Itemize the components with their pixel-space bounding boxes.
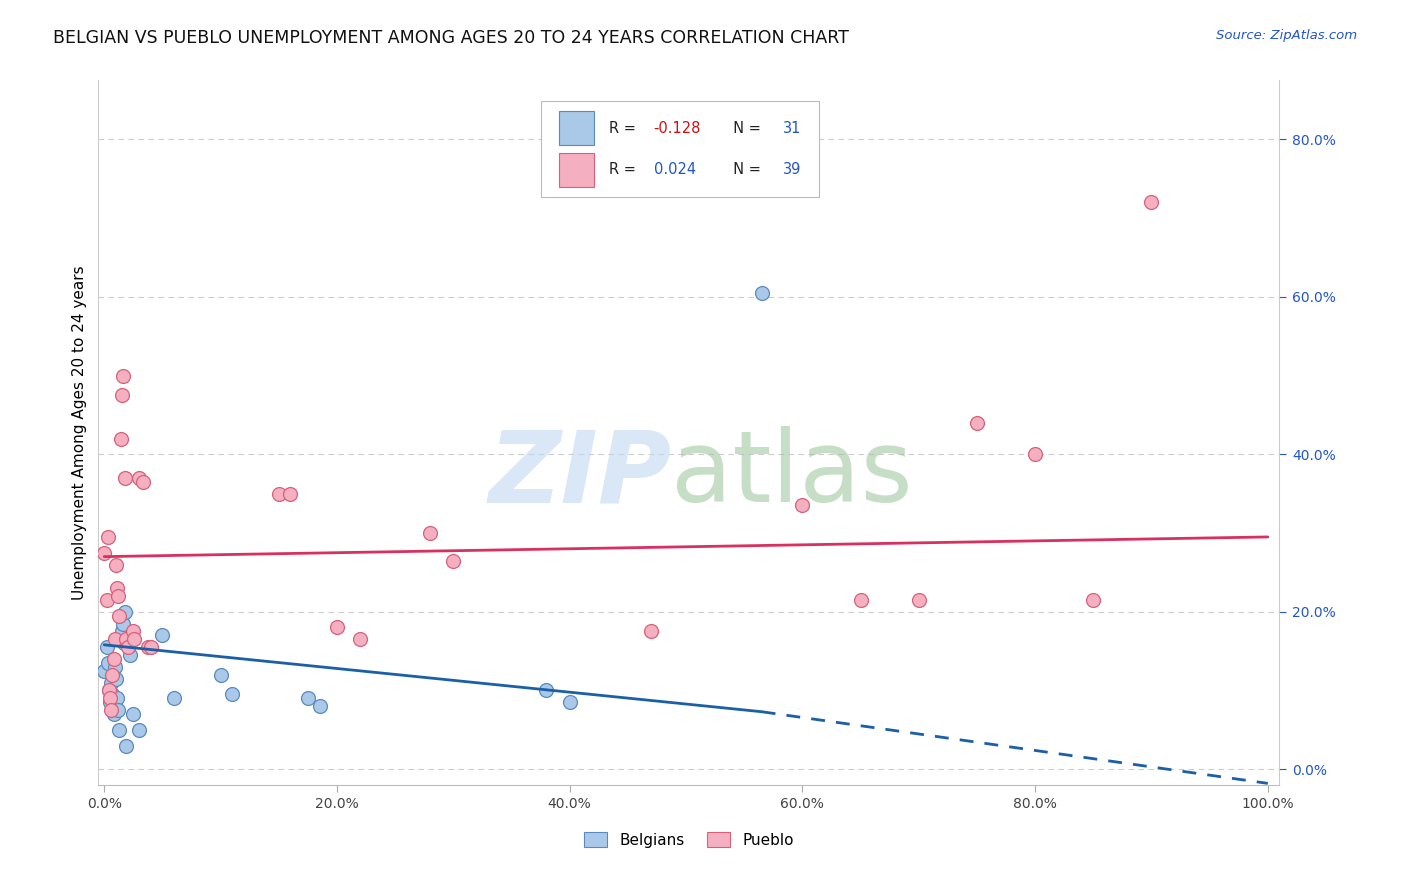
Pueblo xyxy=(105,581,128,595)
Legend: Belgians, Pueblo: Belgians, Pueblo xyxy=(583,832,794,847)
Belgians xyxy=(100,675,122,690)
Pueblo xyxy=(108,608,131,623)
Pueblo xyxy=(114,471,136,485)
Text: -0.128: -0.128 xyxy=(654,120,700,136)
Belgians xyxy=(112,636,135,650)
Text: R =: R = xyxy=(609,162,640,178)
FancyBboxPatch shape xyxy=(541,102,818,196)
Belgians xyxy=(105,691,128,706)
Pueblo xyxy=(111,388,134,402)
Pueblo xyxy=(110,432,132,446)
Pueblo xyxy=(280,486,302,500)
Pueblo xyxy=(100,703,122,717)
Belgians xyxy=(536,683,558,698)
Pueblo xyxy=(97,683,120,698)
Belgians xyxy=(110,632,132,647)
Belgians xyxy=(115,739,138,753)
Pueblo xyxy=(107,589,129,603)
Pueblo xyxy=(1024,447,1046,461)
Belgians xyxy=(751,285,773,300)
Belgians xyxy=(111,624,134,639)
Pueblo xyxy=(103,652,125,666)
Bar xyxy=(560,153,595,186)
Belgians xyxy=(107,703,129,717)
Pueblo xyxy=(96,593,118,607)
Text: BELGIAN VS PUEBLO UNEMPLOYMENT AMONG AGES 20 TO 24 YEARS CORRELATION CHART: BELGIAN VS PUEBLO UNEMPLOYMENT AMONG AGE… xyxy=(53,29,849,46)
Belgians xyxy=(97,656,120,670)
Belgians xyxy=(101,687,124,701)
Belgians xyxy=(104,672,127,686)
Pueblo xyxy=(115,632,138,647)
Text: 39: 39 xyxy=(783,162,801,178)
Pueblo xyxy=(104,632,127,647)
Pueblo xyxy=(139,640,162,655)
Pueblo xyxy=(131,475,153,489)
Pueblo xyxy=(104,558,127,572)
Pueblo xyxy=(640,624,662,639)
Pueblo xyxy=(792,499,814,513)
Pueblo xyxy=(419,526,441,541)
Pueblo xyxy=(907,593,929,607)
Bar xyxy=(560,112,595,145)
Pueblo xyxy=(111,368,134,383)
Belgians xyxy=(297,691,319,706)
Text: N =: N = xyxy=(724,120,766,136)
Pueblo xyxy=(349,632,371,647)
Belgians xyxy=(104,660,127,674)
Pueblo xyxy=(124,632,146,647)
Belgians xyxy=(103,707,125,722)
Pueblo xyxy=(101,667,124,681)
Pueblo xyxy=(267,486,290,500)
Belgians xyxy=(221,687,243,701)
Belgians xyxy=(308,699,330,714)
Belgians xyxy=(98,695,121,709)
Belgians xyxy=(108,723,131,737)
Pueblo xyxy=(98,691,121,706)
Pueblo xyxy=(966,416,988,430)
Belgians xyxy=(152,628,174,642)
Belgians xyxy=(111,616,134,631)
Text: N =: N = xyxy=(724,162,766,178)
Text: 0.024: 0.024 xyxy=(654,162,696,178)
Pueblo xyxy=(441,553,464,567)
Text: Source: ZipAtlas.com: Source: ZipAtlas.com xyxy=(1216,29,1357,42)
Pueblo xyxy=(117,640,139,655)
Belgians xyxy=(122,707,145,722)
Text: 31: 31 xyxy=(783,120,801,136)
Belgians xyxy=(93,664,115,678)
Pueblo xyxy=(1083,593,1105,607)
Belgians xyxy=(209,667,232,681)
Belgians xyxy=(163,691,186,706)
Belgians xyxy=(114,605,136,619)
Pueblo xyxy=(97,530,120,544)
Belgians xyxy=(96,640,118,655)
Pueblo xyxy=(849,593,872,607)
Belgians xyxy=(558,695,581,709)
Pueblo xyxy=(122,624,145,639)
Text: ZIP: ZIP xyxy=(488,426,671,524)
Text: atlas: atlas xyxy=(671,426,912,524)
Pueblo xyxy=(138,640,160,655)
Text: R =: R = xyxy=(609,120,640,136)
Pueblo xyxy=(1140,195,1163,210)
Pueblo xyxy=(128,471,150,485)
Belgians xyxy=(118,648,141,662)
Pueblo xyxy=(93,546,115,560)
Belgians xyxy=(128,723,150,737)
Pueblo xyxy=(326,620,349,634)
Belgians xyxy=(97,683,120,698)
Y-axis label: Unemployment Among Ages 20 to 24 years: Unemployment Among Ages 20 to 24 years xyxy=(72,265,87,600)
